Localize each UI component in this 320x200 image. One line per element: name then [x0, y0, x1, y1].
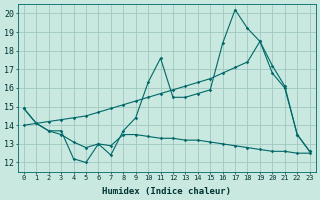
X-axis label: Humidex (Indice chaleur): Humidex (Indice chaleur): [102, 187, 231, 196]
